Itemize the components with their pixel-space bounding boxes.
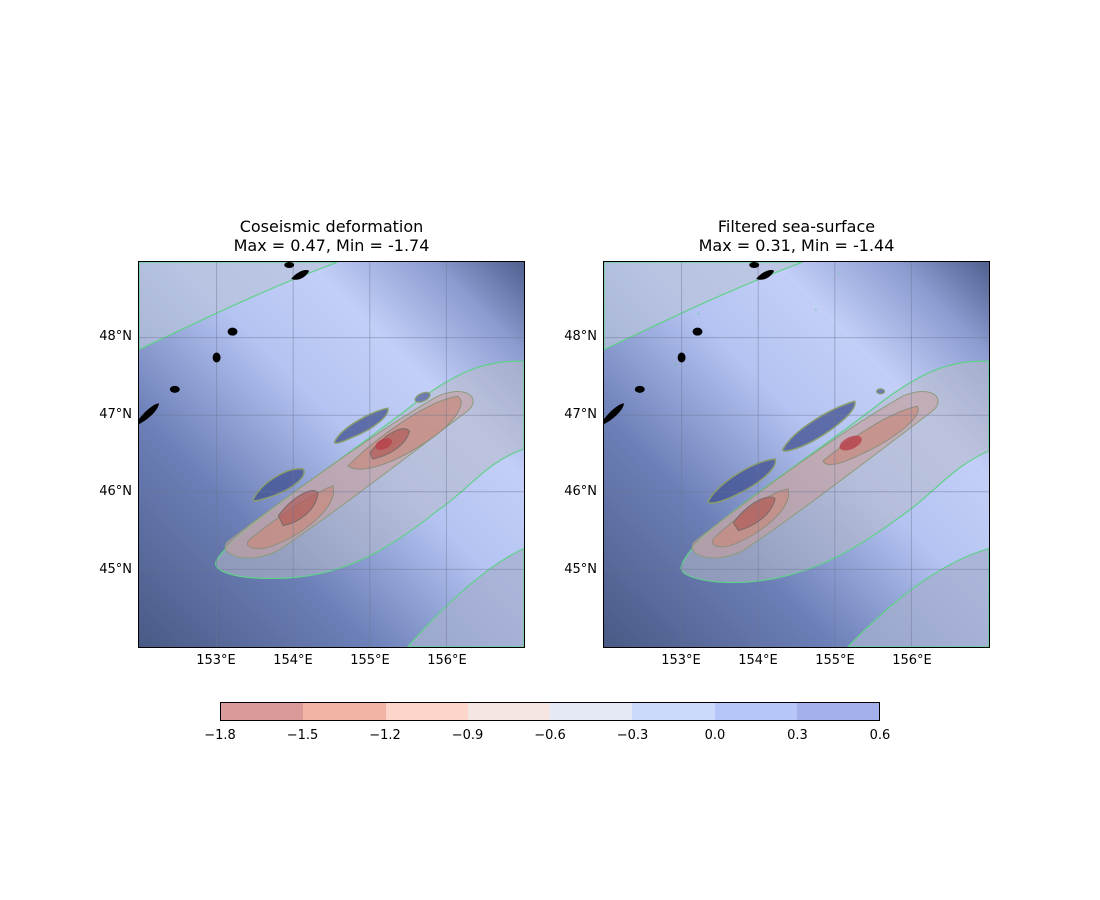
left-map-canvas bbox=[139, 262, 524, 647]
left-lat-tick-47: 47°N bbox=[99, 407, 132, 422]
left-min-core-3 bbox=[375, 438, 393, 450]
left-lat-tick-48: 48°N bbox=[99, 329, 132, 344]
right-noise-dots bbox=[674, 272, 841, 366]
left-upper-zone bbox=[139, 262, 339, 351]
left-min-core-1 bbox=[277, 490, 319, 527]
right-map-canvas bbox=[604, 262, 989, 647]
left-lon-tick-153: 153°E bbox=[196, 653, 236, 668]
left-lat-tick-46: 46°N bbox=[99, 484, 132, 499]
right-lower-zone bbox=[846, 547, 989, 647]
colorbar-bin bbox=[467, 703, 550, 720]
right-positive-lobe-2 bbox=[782, 400, 856, 452]
right-min-core-2 bbox=[839, 435, 862, 451]
right-upper-zone bbox=[604, 262, 804, 351]
right-map-panel bbox=[603, 261, 990, 648]
right-lat-tick-47: 47°N bbox=[564, 407, 597, 422]
right-lat-tick-48: 48°N bbox=[564, 329, 597, 344]
right-panel-title-line2: Max = 0.31, Min = -1.44 bbox=[698, 236, 895, 255]
colorbar-tick-label: −0.3 bbox=[616, 728, 649, 743]
right-panel-title: Filtered sea-surface Max = 0.31, Min = -… bbox=[603, 217, 990, 255]
left-positive-lobe-1 bbox=[252, 468, 305, 502]
left-panel-title: Coseismic deformation Max = 0.47, Min = … bbox=[138, 217, 525, 255]
right-lon-tick-153: 153°E bbox=[661, 653, 701, 668]
left-map-panel bbox=[138, 261, 525, 648]
left-lon-tick-154: 154°E bbox=[273, 653, 313, 668]
right-graticule bbox=[604, 262, 989, 647]
colorbar-bin bbox=[385, 703, 468, 720]
colorbar-tick-label: −1.5 bbox=[286, 728, 319, 743]
colorbar-bin bbox=[796, 703, 879, 720]
right-positive-lobe-1 bbox=[707, 458, 777, 504]
left-positive-lobe-2 bbox=[333, 407, 389, 444]
right-lon-tick-155: 155°E bbox=[815, 653, 855, 668]
colorbar-tick-label: −0.9 bbox=[451, 728, 484, 743]
colorbar-tick-label: −0.6 bbox=[534, 728, 566, 743]
left-lon-tick-156: 156°E bbox=[427, 653, 467, 668]
colorbar-tick-label: 0.6 bbox=[869, 728, 891, 743]
left-graticule bbox=[139, 262, 524, 647]
colorbar-bin bbox=[221, 703, 304, 720]
colorbar-bin bbox=[303, 703, 386, 720]
colorbar-bin bbox=[632, 703, 715, 720]
colorbar-tick-label: −1.2 bbox=[369, 728, 401, 743]
left-lat-tick-45: 45°N bbox=[99, 562, 132, 577]
left-positive-lobe-3 bbox=[414, 391, 431, 403]
colorbar-tick-label: 0.3 bbox=[787, 728, 808, 743]
right-kuril-islands bbox=[604, 262, 775, 425]
left-lower-zone bbox=[406, 547, 524, 647]
colorbar bbox=[220, 702, 880, 721]
right-positive-lobe-3 bbox=[875, 388, 886, 395]
colorbar-bin bbox=[550, 703, 633, 720]
right-lat-tick-45: 45°N bbox=[564, 562, 597, 577]
right-lat-tick-46: 46°N bbox=[564, 484, 597, 499]
right-min-core-1 bbox=[732, 496, 776, 532]
left-panel-title-line2: Max = 0.47, Min = -1.74 bbox=[233, 236, 430, 255]
colorbar-tick-label: 0.0 bbox=[704, 728, 726, 743]
right-panel-title-line1: Filtered sea-surface bbox=[717, 217, 876, 236]
right-lon-tick-154: 154°E bbox=[738, 653, 778, 668]
right-lon-tick-156: 156°E bbox=[892, 653, 932, 668]
colorbar-bin bbox=[714, 703, 797, 720]
left-lon-tick-155: 155°E bbox=[350, 653, 390, 668]
left-kuril-islands bbox=[139, 262, 310, 425]
left-panel-title-line1: Coseismic deformation bbox=[239, 217, 424, 236]
colorbar-tick-label: −1.8 bbox=[204, 728, 236, 743]
